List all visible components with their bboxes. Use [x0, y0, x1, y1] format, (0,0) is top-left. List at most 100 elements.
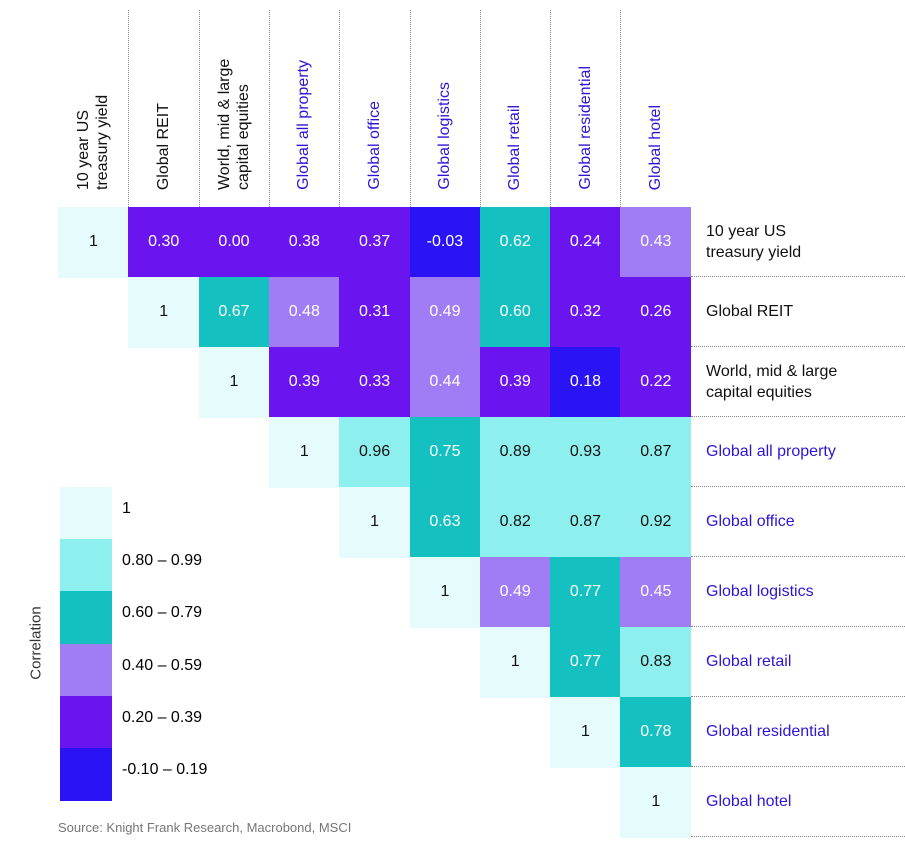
column-header: Global residential: [550, 10, 620, 190]
cell: 1: [479, 627, 551, 698]
cell-label: 0.87: [569, 513, 602, 531]
cell: 0.45: [620, 557, 692, 628]
cell-label: 0.33: [359, 373, 391, 391]
cell-label: 0.89: [499, 443, 531, 461]
cell-label: 0.39: [288, 373, 320, 391]
divider: [198, 10, 200, 207]
cell: 0.24: [550, 207, 621, 278]
cell-label: 1: [510, 653, 520, 671]
cell: 0.87: [550, 487, 621, 558]
column-header: Global REIT: [128, 10, 198, 190]
cell-label: 0.39: [499, 373, 531, 391]
cell-label: 1: [88, 233, 98, 251]
legend-label: -0.10 – 0.19: [122, 761, 208, 778]
divider: [409, 10, 411, 207]
row-label: Global office: [706, 513, 795, 530]
divider: [268, 10, 270, 207]
cell-label: 0.38: [288, 233, 320, 251]
divider: [128, 10, 130, 207]
column-header: Global hotel: [620, 10, 690, 190]
cell-label: 1: [440, 583, 450, 601]
column-label: Global hotel: [646, 104, 664, 190]
row-label: Global logistics: [706, 583, 814, 600]
row-header: Global hotel: [691, 767, 905, 837]
cell-label: 0.60: [499, 303, 531, 321]
cell: 1: [409, 557, 481, 628]
cell-label: 0.83: [640, 653, 672, 671]
cell-label: 0.63: [429, 513, 461, 531]
legend-label: 0.60 – 0.79: [122, 604, 203, 622]
cell: 1: [128, 277, 200, 348]
cell-label: 0.43: [640, 233, 672, 251]
cell: 0.60: [479, 277, 551, 348]
cell: 0.87: [620, 417, 692, 488]
cell: 1: [550, 697, 621, 768]
cell: 0.82: [479, 487, 551, 558]
cell-label: 1: [159, 303, 169, 321]
cell-label: 0.49: [499, 583, 531, 601]
cell: 0.92: [620, 487, 692, 558]
cell-label: 1: [370, 513, 380, 531]
cell: 0.89: [479, 417, 551, 488]
cell-label: 0.45: [640, 583, 672, 601]
cell: 0.26: [620, 277, 692, 348]
row-header: Global logistics: [691, 557, 905, 627]
legend-swatch: [60, 539, 112, 592]
row-header: Global REIT: [691, 277, 905, 347]
cell-label: 0.82: [499, 513, 531, 531]
legend-swatch: [60, 643, 112, 697]
column-label: 10 year US treasury yield: [75, 94, 111, 190]
cell-label: 0.22: [640, 373, 672, 391]
cell: 0.37: [339, 207, 410, 278]
column-label: Global logistics: [436, 82, 453, 190]
cell-label: -0.03: [426, 233, 464, 251]
cell: 0.63: [409, 487, 481, 558]
column-header: Global all property: [269, 10, 339, 190]
cell: 0.33: [339, 347, 410, 418]
column-header: Global retail: [480, 10, 550, 190]
cell-label: 0.67: [218, 303, 250, 321]
cell-label: 0.26: [640, 303, 672, 321]
cell-label: 0.48: [288, 303, 320, 321]
cell: 0.96: [339, 417, 410, 488]
divider: [550, 10, 552, 207]
cell-label: 0.00: [218, 233, 250, 251]
cell-label: 0.37: [359, 233, 391, 251]
cell: 1: [268, 417, 340, 488]
row-header: 10 year US treasury yield: [691, 207, 905, 277]
cell-label: 0.49: [429, 303, 461, 321]
cell: 0.93: [550, 417, 621, 488]
cell: 0.43: [620, 207, 692, 278]
cell-label: 1: [229, 373, 239, 391]
row-label: World, mid & large capital equities: [706, 362, 838, 401]
cell: 0.48: [268, 277, 340, 348]
divider: [620, 10, 622, 207]
legend-label: 0.80 – 0.99: [122, 552, 203, 570]
row-header: Global retail: [691, 627, 905, 697]
row-header: Global residential: [691, 697, 905, 767]
row-label: Global REIT: [706, 303, 794, 320]
cell: 0.31: [339, 277, 410, 348]
cell: 0.77: [550, 557, 621, 628]
cell: 0.18: [550, 347, 621, 418]
cell-label: 0.77: [569, 583, 602, 601]
cell: 1: [198, 347, 270, 418]
row-label: Global hotel: [706, 793, 792, 810]
column-label: Global REIT: [154, 102, 172, 190]
cell-label: 0.87: [640, 443, 672, 461]
cell: 1: [339, 487, 410, 558]
column-header: 10 year US treasury yield: [58, 10, 128, 190]
row-header: Global office: [691, 487, 905, 557]
row-label: Global residential: [706, 723, 830, 740]
cell-label: 0.62: [499, 233, 531, 251]
legend-swatch: [60, 591, 112, 645]
cell: 0.00: [198, 207, 270, 278]
cell: 0.78: [620, 697, 692, 768]
column-header: World, mid & large capital equities: [199, 10, 269, 190]
column-header: Global logistics: [410, 10, 480, 190]
cell-label: 0.96: [359, 443, 391, 461]
legend-title: Correlation: [27, 606, 45, 680]
column-label: World, mid & large capital equities: [215, 58, 252, 190]
cell: 0.22: [620, 347, 692, 418]
